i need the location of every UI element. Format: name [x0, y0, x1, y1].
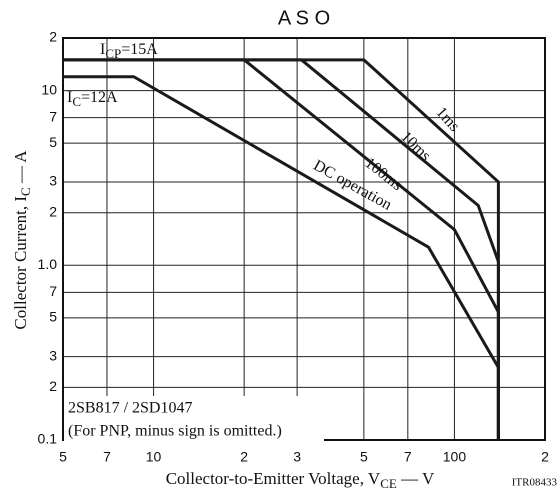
figure-code: ITR08433: [512, 477, 558, 489]
y-tick-label: 10: [41, 81, 57, 97]
x-tick-label: 3: [293, 449, 301, 465]
icp-label: ICP=15A: [100, 41, 158, 61]
y-label-unit: — A: [11, 150, 30, 188]
curve-label: 10ms: [397, 128, 434, 164]
y-tick-label: 3: [49, 347, 57, 363]
x-tick-label: 5: [360, 449, 368, 465]
ic-sub: C: [72, 94, 81, 109]
plot-frame: [62, 37, 546, 441]
x-tick-label: 2: [240, 449, 248, 465]
y-tick-label: 7: [49, 108, 57, 124]
y-tick-label: 2: [49, 29, 57, 45]
curve: [63, 58, 500, 440]
x-tick-label: 10: [146, 449, 162, 465]
curve: [63, 75, 500, 440]
x-tick-label: 100: [443, 449, 467, 465]
x-label-unit: — V: [397, 469, 435, 488]
x-tick-label: 2: [541, 449, 549, 465]
x-tick-label: 7: [103, 449, 111, 465]
y-label-main: Collector Current, I: [11, 196, 30, 330]
x-label-main: Collector-to-Emitter Voltage, V: [166, 469, 381, 488]
x-axis-label: Collector-to-Emitter Voltage, VCE — V: [166, 469, 435, 491]
curve-label: 1ms: [432, 104, 462, 135]
y-axis-label: Collector Current, IC — A: [11, 150, 33, 330]
x-tick-label: 7: [404, 449, 412, 465]
chart-title: A S O: [278, 7, 330, 29]
y-tick-label: 7: [49, 283, 57, 299]
x-label-sub: CE: [380, 476, 397, 491]
icp-value: =15A: [121, 41, 158, 58]
ic-label: IC=12A: [67, 89, 118, 109]
y-tick-label: 2: [49, 378, 57, 394]
note-pnp: (For PNP, minus sign is omitted.): [68, 423, 282, 440]
note-box: [64, 396, 324, 442]
note-part: 2SB817 / 2SD1047: [68, 400, 192, 417]
y-tick-label: 2: [49, 203, 57, 219]
curve: [63, 58, 500, 440]
y-tick-label: 1.0: [38, 256, 58, 272]
y-tick-label: 5: [49, 309, 57, 325]
y-tick-label: 0.1: [38, 431, 58, 447]
curve: [63, 58, 500, 440]
x-tick-label: 5: [59, 449, 67, 465]
y-tick-label: 5: [49, 134, 57, 150]
y-tick-label: 3: [49, 173, 57, 189]
y-label-sub: C: [18, 187, 33, 196]
ic-i: I: [67, 89, 72, 106]
icp-sub: CP: [105, 46, 121, 61]
icp-i: I: [100, 41, 105, 58]
ic-value: =12A: [81, 89, 118, 106]
